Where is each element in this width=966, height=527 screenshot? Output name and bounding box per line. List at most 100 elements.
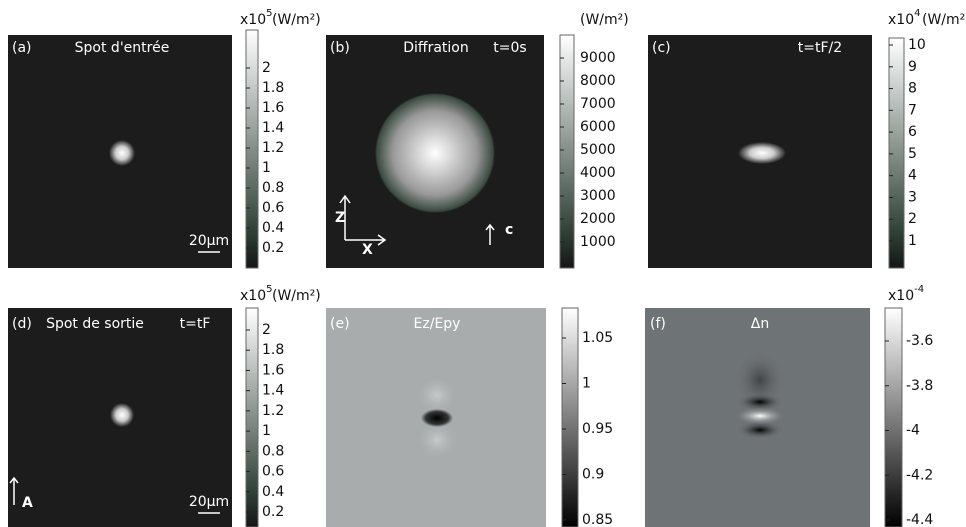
- colorbar-tick-label: 1000: [580, 234, 616, 250]
- time-label: t=tF/2: [798, 40, 842, 56]
- panel-title: Diffration: [403, 40, 468, 56]
- axis-label: Z: [335, 210, 345, 226]
- colorbar-unit: (W/m²): [272, 288, 321, 304]
- colorbar-tick-label: 2000: [580, 211, 616, 227]
- colorbar-tick-label: 1: [908, 233, 917, 249]
- colorbar-tick-label: 10: [908, 37, 926, 53]
- colorbar-tick-label: 4000: [580, 165, 616, 181]
- colorbar-tick-label: 0.2: [262, 240, 284, 256]
- exponent-base: x10: [240, 12, 266, 28]
- scale-bar-label: 20μm: [189, 233, 229, 249]
- colorbar-tick-label: 5: [908, 146, 917, 162]
- colorbar-tick-label: 8: [908, 81, 917, 97]
- panel-title: Spot de sortie: [46, 316, 144, 332]
- colorbar-tick-label: 9000: [580, 50, 616, 66]
- colorbar-tick-label: 1: [582, 376, 591, 392]
- lobe: [736, 393, 784, 411]
- colorbar-exponent: x105: [240, 8, 272, 28]
- colorbar-tick-label: 0.2: [262, 504, 284, 520]
- time-label: t=0s: [493, 40, 526, 56]
- colorbar: [245, 307, 259, 527]
- colorbar-tick-label: 0.8: [262, 180, 284, 196]
- colorbar-tick-label: 1.4: [262, 383, 284, 399]
- axis-arrows: [9, 194, 495, 505]
- colorbar-tick-label: 0.6: [262, 464, 284, 480]
- exponent-power: 5: [266, 284, 272, 295]
- colorbar-tick-label: 0.9: [582, 467, 604, 483]
- colorbar-tick-label: 7000: [580, 96, 616, 112]
- colorbar-tick-label: 2: [908, 211, 917, 227]
- colorbar-unit: (W/m²): [580, 12, 629, 28]
- colorbar-tick-label: 7: [908, 102, 917, 118]
- colorbar: [561, 307, 579, 527]
- axis-label: A: [22, 495, 33, 511]
- exponent-power: 5: [266, 8, 272, 19]
- colorbar-tick-label: -4.2: [906, 467, 933, 483]
- spot: [738, 142, 786, 164]
- colorbar-tick-label: 1.8: [262, 342, 284, 358]
- colorbar-tick-label: 1.8: [262, 80, 284, 96]
- colorbar-tick-label: 3000: [580, 188, 616, 204]
- exponent-base: x10: [888, 288, 914, 304]
- colorbar: [884, 307, 903, 527]
- lobe: [415, 375, 459, 415]
- colorbar-tick-label: 4: [908, 168, 917, 184]
- panel-label: (b): [330, 40, 350, 56]
- lobe: [415, 420, 459, 460]
- colorbar: [888, 37, 905, 269]
- colorbar-tick-label: 6000: [580, 119, 616, 135]
- colorbar-tick-label: 1: [262, 160, 271, 176]
- colorbar-unit: (W/m²): [922, 12, 966, 28]
- colorbar-tick-label: 6: [908, 124, 917, 140]
- panel-label: (e): [330, 316, 350, 332]
- colorbar-tick-label: 0.8: [262, 443, 284, 459]
- colorbar-tick-label: 2: [262, 60, 271, 76]
- colorbar-tick-label: 1.6: [262, 100, 284, 116]
- colorbar-tick-label: 0.95: [582, 421, 613, 437]
- spot: [421, 409, 453, 427]
- colorbar-tick-label: 0.4: [262, 220, 284, 236]
- lobe: [736, 421, 784, 439]
- colorbar-tick-label: 8000: [580, 73, 616, 89]
- exponent-base: x10: [240, 288, 266, 304]
- panel-title: Ez/Epy: [414, 316, 461, 332]
- colorbar-exponent: x10-4: [888, 284, 924, 304]
- colorbar-tick-label: 1.4: [262, 120, 284, 136]
- colorbar-exponent: x105: [240, 284, 272, 304]
- colorbar-tick-label: 1.2: [262, 140, 284, 156]
- exponent-power: 4: [914, 8, 920, 19]
- exponent-power: -4: [914, 284, 924, 295]
- time-label: t=tF: [180, 316, 211, 332]
- colorbar-tick-label: 5000: [580, 142, 616, 158]
- scale-bar-label: 20μm: [189, 494, 229, 510]
- colorbar-tick-label: -3.6: [906, 333, 933, 349]
- colorbar-tick-label: 0.6: [262, 200, 284, 216]
- axis-label: X: [362, 242, 373, 258]
- colorbar-tick-label: -4: [906, 423, 920, 439]
- colorbar-unit: (W/m²): [272, 12, 321, 28]
- spot: [110, 403, 134, 427]
- colorbar-tick-label: 1: [262, 423, 271, 439]
- colorbar-tick-label: 1.6: [262, 362, 284, 378]
- colorbar: [559, 34, 575, 269]
- exponent-base: x10: [888, 12, 914, 28]
- axis-label: c: [505, 222, 513, 238]
- panel-label: (c): [652, 40, 671, 56]
- spot: [375, 93, 495, 213]
- colorbar-tick-label: 0.4: [262, 484, 284, 500]
- lobe: [734, 407, 786, 425]
- panel-label: (f): [650, 316, 666, 332]
- panel-title: Δn: [751, 316, 769, 332]
- panel-label: (d): [12, 316, 32, 332]
- panel-label: (a): [12, 40, 32, 56]
- spot: [109, 140, 135, 166]
- colorbar: [245, 29, 259, 269]
- colorbar-tick-label: -4.4: [906, 512, 933, 527]
- colorbar-tick-label: 9: [908, 59, 917, 75]
- colorbar-tick-label: 0.85: [582, 512, 613, 527]
- colorbar-exponent: x104: [888, 8, 920, 28]
- colorbar-tick-label: 3: [908, 189, 917, 205]
- colorbar-tick-label: 1.05: [582, 330, 613, 346]
- panel-title: Spot d'entrée: [75, 40, 170, 56]
